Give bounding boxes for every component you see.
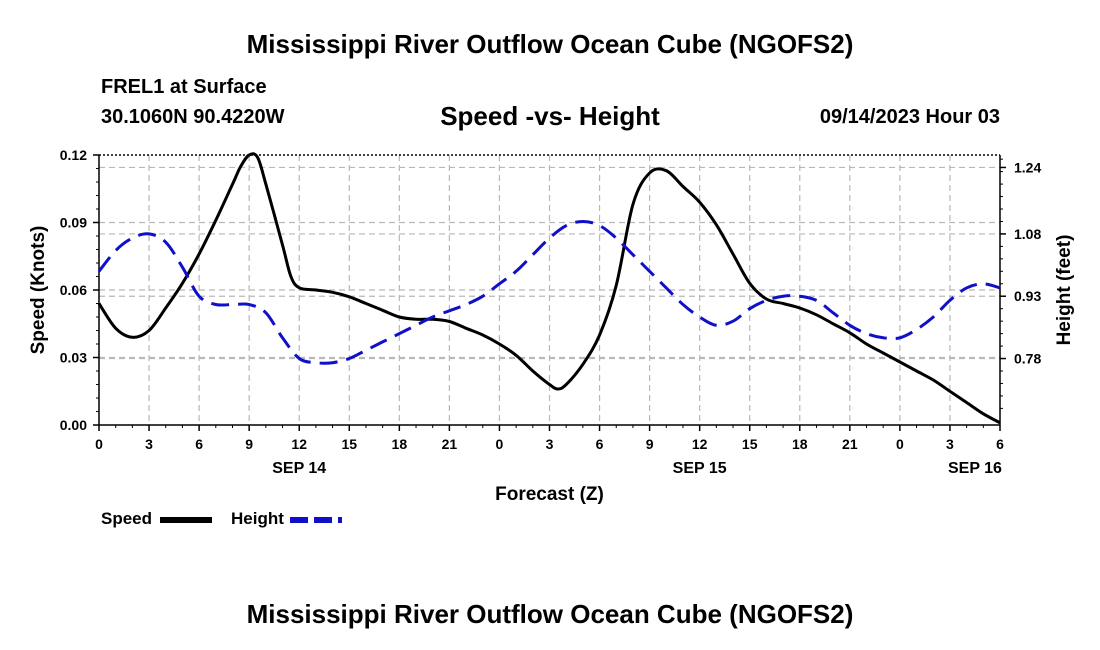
x-date-label: SEP 14 bbox=[272, 460, 326, 477]
x-tick-label: 6 bbox=[195, 436, 203, 452]
y-tick-label: 0.03 bbox=[60, 350, 87, 366]
x-tick-label: 3 bbox=[546, 436, 554, 452]
x-tick-label: 18 bbox=[792, 436, 808, 452]
station-coordinates: 30.1060N 90.4220W bbox=[101, 106, 285, 128]
page-title: Mississippi River Outflow Ocean Cube (NG… bbox=[246, 29, 854, 59]
series-line-height bbox=[97, 220, 1001, 365]
y2-axis-title: Height (feet) bbox=[1054, 235, 1075, 346]
x-tick-label: 3 bbox=[145, 436, 153, 452]
y-tick-label: 0.12 bbox=[60, 147, 87, 163]
station-label: FREL1 at Surface bbox=[101, 76, 267, 98]
x-tick-label: 21 bbox=[442, 436, 458, 452]
x-tick-label: 21 bbox=[842, 436, 858, 452]
y2-tick-label: 0.78 bbox=[1014, 351, 1041, 367]
x-date-label: SEP 16 bbox=[948, 460, 1002, 477]
y2-tick-label: 1.24 bbox=[1014, 159, 1041, 175]
footer-title: Mississippi River Outflow Ocean Cube (NG… bbox=[246, 599, 854, 629]
y-tick-label: 0.00 bbox=[60, 417, 87, 433]
y-tick-label: 0.09 bbox=[60, 215, 87, 231]
x-axis-title: Forecast (Z) bbox=[495, 484, 604, 505]
x-tick-label: 15 bbox=[742, 436, 758, 452]
x-tick-label: 9 bbox=[245, 436, 253, 452]
series-line-speed bbox=[97, 152, 1001, 425]
legend-speed-label: Speed bbox=[101, 509, 153, 528]
x-tick-label: 0 bbox=[496, 436, 504, 452]
x-tick-label: 3 bbox=[946, 436, 954, 452]
x-tick-label: 12 bbox=[291, 436, 307, 452]
x-tick-label: 12 bbox=[692, 436, 708, 452]
y2-tick-label: 0.93 bbox=[1014, 288, 1041, 304]
y2-tick-label: 1.08 bbox=[1014, 226, 1041, 242]
chart-subtitle: Speed -vs- Height bbox=[440, 101, 660, 131]
legend-height-label: Height bbox=[231, 509, 284, 528]
x-tick-label: 6 bbox=[596, 436, 604, 452]
x-tick-label: 18 bbox=[392, 436, 408, 452]
x-tick-label: 0 bbox=[95, 436, 103, 452]
forecast-datetime: 09/14/2023 Hour 03 bbox=[819, 106, 1000, 128]
y-axis-title: Speed (Knots) bbox=[28, 226, 49, 355]
x-tick-label: 15 bbox=[341, 436, 357, 452]
x-tick-label: 6 bbox=[996, 436, 1004, 452]
x-tick-label: 9 bbox=[646, 436, 654, 452]
x-tick-label: 0 bbox=[896, 436, 904, 452]
y-tick-label: 0.06 bbox=[60, 282, 87, 298]
x-date-label: SEP 15 bbox=[673, 460, 727, 477]
